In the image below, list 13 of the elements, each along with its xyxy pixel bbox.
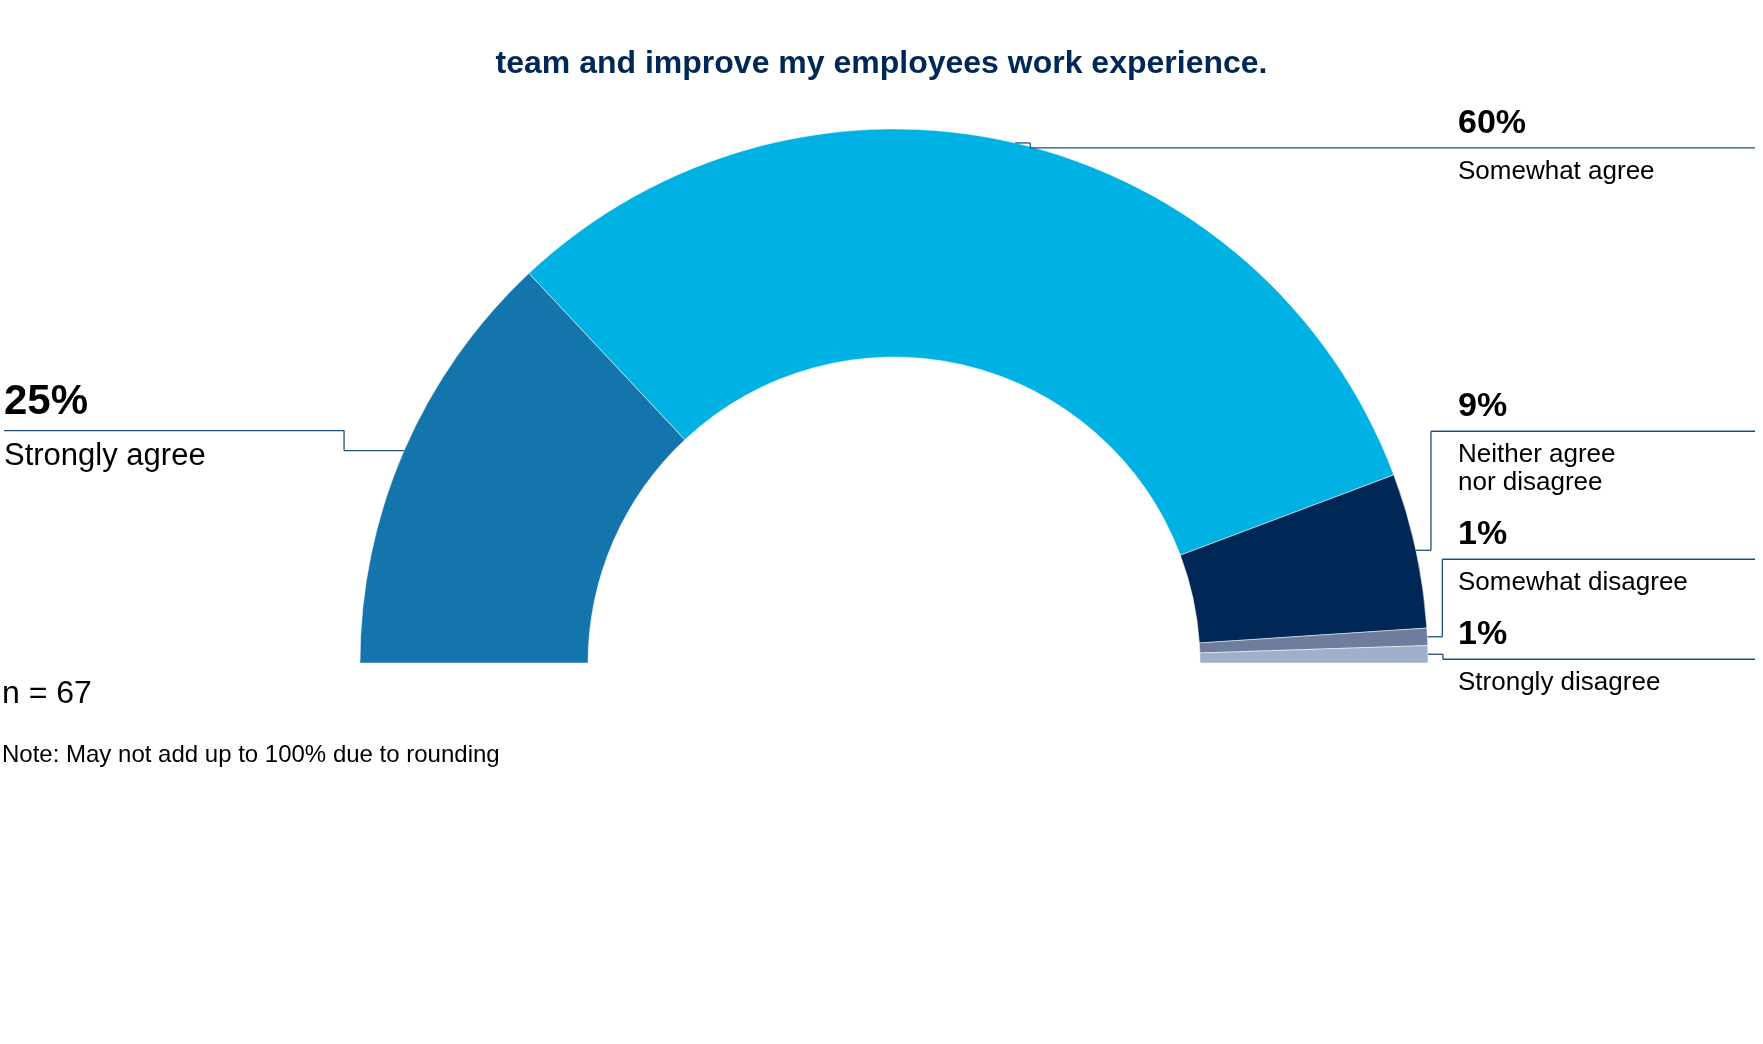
data-label: 1% bbox=[1458, 613, 1508, 652]
slice-label: Neither agree nor disagree bbox=[1458, 438, 1616, 497]
slice-label: Somewhat disagree bbox=[1458, 566, 1688, 597]
text: Note: May not add up to 100% due to rounding bbox=[2, 740, 500, 767]
slice-label: Strongly agree bbox=[4, 436, 206, 472]
data-label: 60% bbox=[1458, 101, 1527, 140]
slice-label: Somewhat agree bbox=[1458, 154, 1655, 185]
data-label: 9% bbox=[1458, 385, 1508, 424]
data-label: 1% bbox=[1458, 513, 1508, 552]
slice-label: Strongly disagree bbox=[1458, 666, 1661, 697]
data-label: 25% bbox=[4, 375, 89, 423]
chart-title: team and improve my employees work experience. bbox=[495, 44, 1268, 80]
text: n = 67 bbox=[2, 674, 92, 710]
